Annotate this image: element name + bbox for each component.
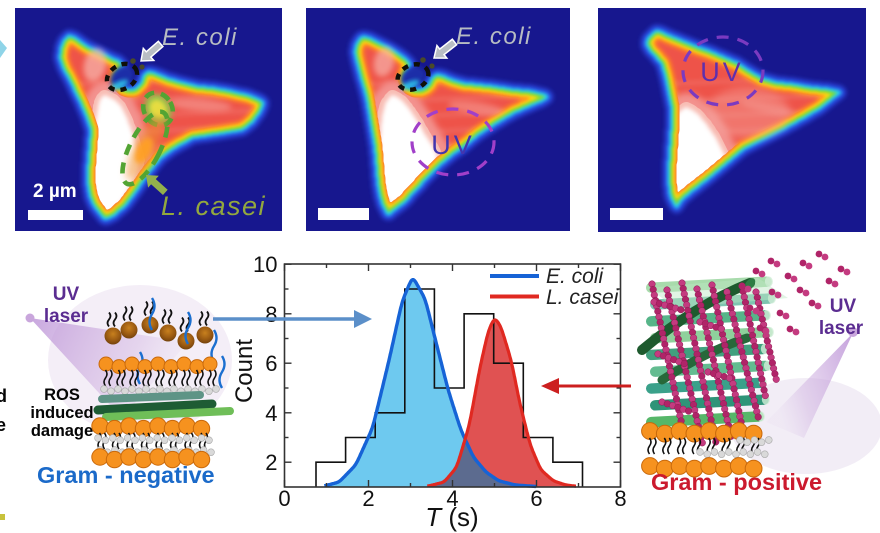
svg-text:induced: induced [30,404,93,422]
svg-text:2: 2 [362,486,374,511]
svg-text:UV: UV [431,130,475,160]
svg-text:6: 6 [530,486,542,511]
svg-text:E. coli: E. coli [162,24,238,51]
svg-text:8: 8 [614,486,626,511]
svg-text:4: 4 [265,401,277,426]
svg-text:laser: laser [44,306,89,327]
svg-text:6: 6 [265,351,277,376]
svg-text:UV: UV [700,57,744,87]
svg-text:10: 10 [253,252,277,277]
svg-text:laser: laser [819,318,864,339]
svg-text:E. coli: E. coli [456,23,532,50]
svg-text:Gram - positive: Gram - positive [651,469,822,495]
svg-text:d: d [0,386,7,406]
svg-text:8: 8 [265,302,277,327]
svg-text:Gram - negative: Gram - negative [37,462,215,488]
svg-text:T (s): T (s) [425,502,478,532]
svg-text:E. coli: E. coli [546,265,605,288]
svg-text:damage: damage [31,422,93,440]
svg-text:Count: Count [231,339,258,403]
svg-text:e: e [0,415,6,435]
svg-text:UV: UV [830,296,857,317]
svg-text:L. casei: L. casei [161,191,266,221]
svg-text:4: 4 [446,486,458,511]
svg-text:0: 0 [278,486,290,511]
svg-text:2 µm: 2 µm [33,181,77,202]
svg-text:L. casei: L. casei [546,286,620,309]
svg-text:ROS: ROS [44,386,80,404]
svg-text:2: 2 [265,450,277,475]
svg-text:UV: UV [53,284,80,305]
